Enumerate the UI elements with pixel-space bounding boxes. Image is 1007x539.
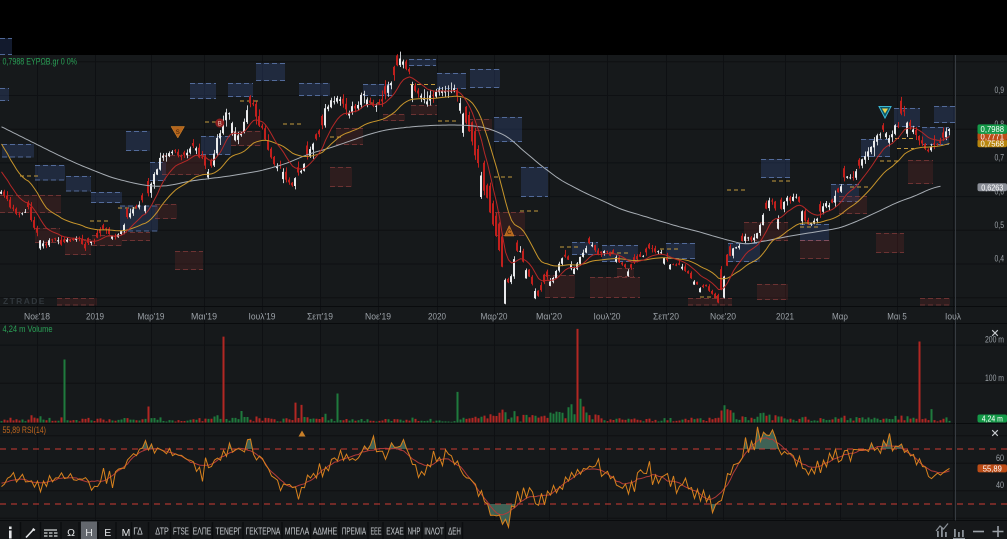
svg-text:ΜΠΕΛΑ: ΜΠΕΛΑ bbox=[285, 527, 310, 538]
svg-text:0,7988 ΕΥΡΩΒ.gr 0 0%: 0,7988 ΕΥΡΩΒ.gr 0 0% bbox=[3, 57, 78, 68]
svg-text:ΠΡΕΜΙΑ: ΠΡΕΜΙΑ bbox=[342, 527, 367, 538]
svg-text:0,7988: 0,7988 bbox=[981, 124, 1005, 134]
svg-text:Νοε'20: Νοε'20 bbox=[710, 312, 736, 323]
svg-text:4,24 m Volume: 4,24 m Volume bbox=[3, 324, 53, 335]
svg-text:Μαρ'20: Μαρ'20 bbox=[481, 312, 508, 323]
svg-text:S: S bbox=[176, 130, 180, 136]
svg-text:0,7: 0,7 bbox=[995, 153, 1005, 163]
svg-text:Σεπ'20: Σεπ'20 bbox=[653, 312, 679, 323]
svg-text:40: 40 bbox=[996, 480, 1004, 490]
svg-text:ΓΔ: ΓΔ bbox=[133, 527, 143, 538]
svg-text:0,4: 0,4 bbox=[995, 254, 1005, 264]
svg-text:0,7771: 0,7771 bbox=[981, 131, 1005, 141]
svg-text:Μαι'19: Μαι'19 bbox=[191, 312, 217, 323]
svg-text:2019: 2019 bbox=[86, 312, 104, 323]
svg-text:55,89 RSI(14): 55,89 RSI(14) bbox=[3, 425, 47, 436]
svg-text:ΤΕΝΕΡΓ: ΤΕΝΕΡΓ bbox=[216, 527, 242, 538]
svg-text:FTSE: FTSE bbox=[173, 527, 189, 538]
svg-text:0,9: 0,9 bbox=[995, 85, 1005, 95]
svg-text:200 m: 200 m bbox=[985, 335, 1004, 345]
svg-text:ZTRADE: ZTRADE bbox=[3, 296, 46, 306]
svg-text:Ιουλ'20: Ιουλ'20 bbox=[594, 312, 621, 323]
svg-text:Ιουλ'19: Ιουλ'19 bbox=[249, 312, 276, 323]
svg-text:Μαρ'19: Μαρ'19 bbox=[138, 312, 165, 323]
svg-text:Μαι'20: Μαι'20 bbox=[536, 312, 562, 323]
svg-text:Η: Η bbox=[85, 527, 93, 539]
svg-text:0,5: 0,5 bbox=[995, 220, 1005, 230]
svg-text:Μ: Μ bbox=[122, 527, 131, 539]
svg-text:ΔΤΡ: ΔΤΡ bbox=[155, 527, 169, 538]
svg-text:ΓΕΚΤΕΡΝΑ: ΓΕΚΤΕΡΝΑ bbox=[246, 527, 281, 538]
svg-text:ΝΗΡ: ΝΗΡ bbox=[408, 527, 421, 538]
svg-text:Μαρ: Μαρ bbox=[832, 312, 849, 323]
svg-text:Ιουλ: Ιουλ bbox=[945, 312, 961, 323]
svg-text:ΔΕΗ: ΔΕΗ bbox=[448, 527, 461, 538]
svg-text:ΙΝΛΟΤ: ΙΝΛΟΤ bbox=[424, 527, 444, 538]
svg-text:Ε: Ε bbox=[104, 527, 111, 539]
svg-text:Σεπ'19: Σεπ'19 bbox=[307, 312, 333, 323]
svg-text:100 m: 100 m bbox=[985, 373, 1004, 383]
svg-text:ΕΕΕ: ΕΕΕ bbox=[370, 527, 381, 538]
svg-text:Μαι 5: Μαι 5 bbox=[887, 312, 907, 323]
svg-text:ΕΧΑΕ: ΕΧΑΕ bbox=[386, 527, 404, 538]
svg-text:0,7568: 0,7568 bbox=[981, 138, 1005, 148]
svg-text:C: C bbox=[507, 230, 512, 236]
svg-text:55,89: 55,89 bbox=[983, 463, 1002, 473]
svg-text:60: 60 bbox=[996, 453, 1004, 463]
svg-text:2021: 2021 bbox=[776, 312, 794, 323]
svg-text:Ω: Ω bbox=[67, 527, 75, 539]
svg-text:Νοε'19: Νοε'19 bbox=[365, 312, 391, 323]
svg-text:0,6263: 0,6263 bbox=[981, 182, 1003, 192]
svg-text:0,8: 0,8 bbox=[995, 119, 1005, 129]
svg-text:2020: 2020 bbox=[428, 312, 446, 323]
svg-text:ΑΔΜΗΕ: ΑΔΜΗΕ bbox=[313, 527, 338, 538]
svg-text:ΕΛΠΕ: ΕΛΠΕ bbox=[193, 527, 212, 538]
svg-text:Νοε'18: Νοε'18 bbox=[24, 312, 50, 323]
svg-text:4,24 m: 4,24 m bbox=[982, 414, 1003, 424]
svg-text:B: B bbox=[218, 122, 222, 128]
